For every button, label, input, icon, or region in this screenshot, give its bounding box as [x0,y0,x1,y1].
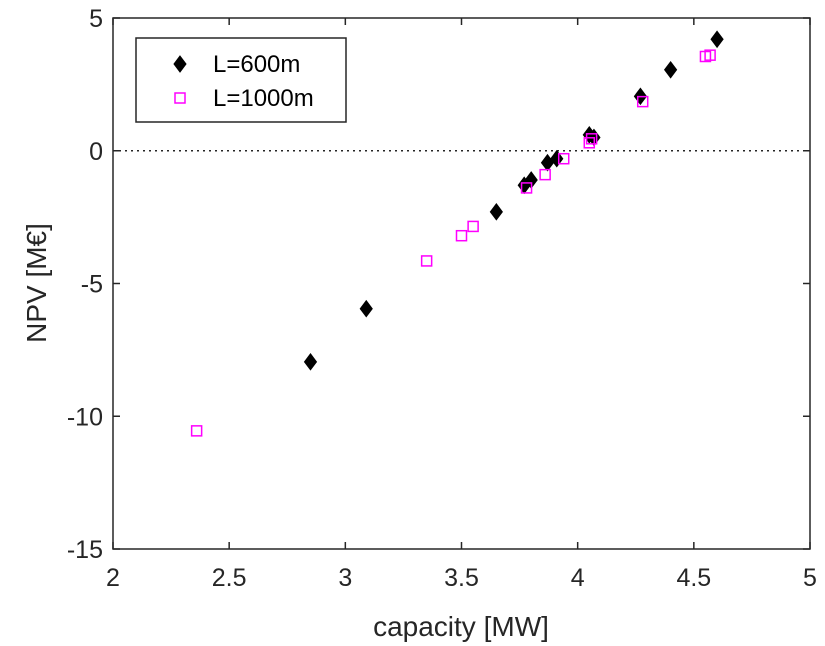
data-point-l1000 [585,133,598,145]
y-tick-label: -10 [67,403,103,431]
data-point-l1000 [636,95,649,108]
x-axis-label: capacity [MW] [373,611,549,642]
data-point-l600 [550,149,564,168]
data-point-l600 [303,352,318,371]
y-tick-label: -5 [81,271,103,299]
data-point-l1000 [557,152,570,165]
data-point-l1000 [520,182,533,194]
data-point-l1000 [420,255,433,267]
data-point-l1000 [704,49,716,61]
plot-frame [112,17,811,550]
x-tick-label: 3 [338,564,352,592]
x-tick-label: 2 [106,564,120,592]
data-point-l1000 [190,425,203,437]
data-point-l600 [710,30,724,49]
x-tick-label: 4 [571,564,585,592]
x-tick-label: 5 [803,564,817,592]
legend-entry-label: L=1000m [213,85,314,112]
x-tick-label: 3.5 [444,564,479,592]
y-axis-label: NPV [M€] [21,223,52,343]
legend-marker-l600 [173,55,187,73]
data-point-l1000 [539,168,551,181]
legend-marker-l1000 [174,92,186,104]
data-point-l600 [663,60,678,79]
data-point-l1000 [455,229,468,242]
y-tick-label: 5 [89,5,103,33]
data-point-l600 [489,202,503,221]
legend-entry-label: L=600m [213,51,300,78]
data-point-l1000 [467,220,479,233]
y-tick-label: -15 [67,536,103,564]
x-tick-label: 4.5 [676,564,711,592]
data-point-l600 [359,299,373,318]
data-point-l1000 [583,137,596,149]
y-tick-label: 0 [89,138,103,166]
legend-box [135,37,347,123]
x-tick-label: 2.5 [212,564,247,592]
